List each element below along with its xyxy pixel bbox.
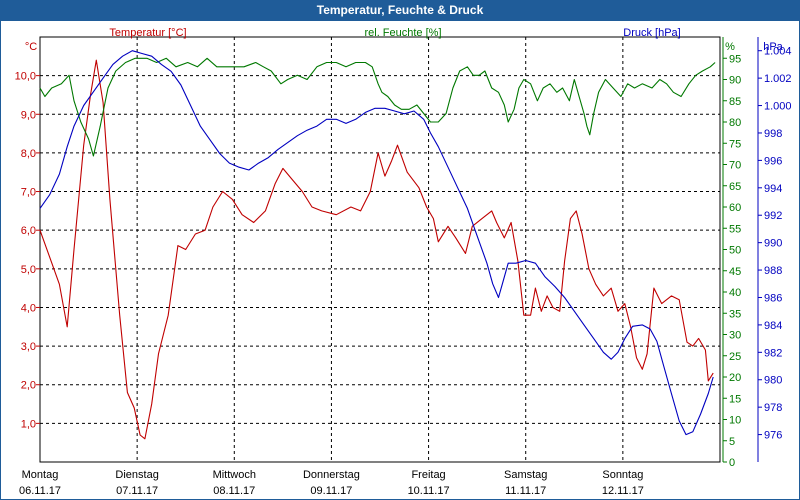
x-tick-date: 11.11.17 [505, 485, 546, 497]
tick-label-humidity: 95 [729, 53, 741, 65]
tick-label-humidity: 90 [729, 75, 741, 87]
tick-label-humidity: 45 [729, 266, 741, 278]
tick-label-temperature: 4,0 [21, 302, 36, 314]
x-tick-weekday: Montag [22, 469, 59, 481]
unit-pressure: hPa [763, 41, 783, 53]
tick-label-humidity: 30 [729, 330, 741, 342]
tick-label-pressure: 976 [764, 430, 782, 442]
x-tick-date: 06.11.17 [19, 485, 61, 497]
tick-label-humidity: 55 [729, 223, 741, 235]
tick-label-temperature: 8,0 [21, 148, 36, 160]
x-tick-date: 08.11.17 [213, 485, 255, 497]
tick-label-temperature: 7,0 [21, 187, 36, 199]
tick-label-humidity: 25 [729, 351, 741, 363]
tick-label-pressure: 988 [764, 265, 782, 277]
x-tick-weekday: Dienstag [115, 469, 158, 481]
tick-label-pressure: 1.000 [764, 101, 792, 113]
tick-label-humidity: 0 [729, 457, 735, 469]
x-tick-date: 10.11.17 [408, 485, 450, 497]
tick-label-temperature: 10,0 [15, 71, 36, 83]
tick-label-pressure: 1.002 [764, 73, 792, 85]
tick-label-pressure: 990 [764, 238, 782, 250]
tick-label-humidity: 75 [729, 138, 741, 150]
label-pressure: Druck [hPa] [623, 27, 680, 39]
x-axis: Montag 06.11.17 Dienstag 07.11.17 Mittwoch 08… [19, 469, 644, 497]
tick-label-pressure: 996 [764, 155, 782, 167]
tick-label-humidity: 20 [729, 372, 741, 384]
tick-label-humidity: 15 [729, 393, 741, 405]
tick-label-humidity: 50 [729, 245, 741, 257]
series-line-humidity [39, 57, 716, 157]
tick-label-temperature: 5,0 [21, 264, 36, 276]
tick-label-humidity: 40 [729, 287, 741, 299]
tick-label-temperature: 6,0 [21, 225, 36, 237]
temperature-axis: 1,0 2,0 3,0 4,0 5,0 6,0 7,0 8,0 9,0 10,0 [15, 71, 40, 430]
x-tick-weekday: Donnerstag [303, 469, 360, 481]
series-lines [39, 50, 716, 440]
tick-label-humidity: 5 [729, 436, 735, 448]
label-temperature: Temperatur [°C] [109, 27, 186, 39]
tick-label-pressure: 1.004 [764, 46, 792, 58]
tick-label-temperature: 3,0 [21, 341, 36, 353]
tick-label-humidity: 80 [729, 117, 741, 129]
tick-label-pressure: 980 [764, 375, 782, 387]
tick-label-temperature: 1,0 [21, 418, 36, 430]
series-line-pressure [39, 50, 714, 436]
series-line-temperature [39, 59, 714, 440]
tick-label-humidity: 10 [729, 415, 741, 427]
x-tick-weekday: Sonntag [602, 469, 643, 481]
x-tick-date: 07.11.17 [116, 485, 158, 497]
tick-label-humidity: 65 [729, 181, 741, 193]
unit-temperature: °C [25, 41, 37, 53]
tick-label-humidity: 60 [729, 202, 741, 214]
humidity-axis: 0 5 10 15 20 25 30 35 40 45 50 55 60 65 70 75 80 85 90 95 [722, 37, 741, 469]
plot-border [39, 36, 721, 463]
tick-label-pressure: 992 [764, 210, 782, 222]
tick-label-pressure: 978 [764, 402, 782, 414]
pressure-axis: 976 978 980 982 984 986 988 990 992 994 996 998 1.00… [757, 37, 792, 462]
x-tick-date: 09.11.17 [310, 485, 352, 497]
x-tick-weekday: Samstag [504, 469, 547, 481]
tick-label-pressure: 986 [764, 292, 782, 304]
tick-label-pressure: 998 [764, 128, 782, 140]
x-tick-weekday: Mittwoch [213, 469, 256, 481]
tick-label-temperature: 2,0 [21, 380, 36, 392]
x-tick-date: 12.11.17 [602, 485, 644, 497]
tick-label-pressure: 982 [764, 347, 782, 359]
chart-title: Temperatur, Feuchte & Druck [0, 0, 800, 20]
tick-label-pressure: 994 [764, 183, 782, 195]
chart-area: 1,0 2,0 3,0 4,0 5,0 6,0 7,0 8,0 9,0 10,0 0 5 10 15 20… [15, 27, 792, 497]
tick-label-humidity: 85 [729, 96, 741, 108]
tick-label-humidity: 70 [729, 160, 741, 172]
tick-label-pressure: 984 [764, 320, 782, 332]
tick-label-temperature: 9,0 [21, 109, 36, 121]
x-tick-weekday: Freitag [411, 469, 445, 481]
grid-lines [40, 37, 720, 462]
label-humidity: rel. Feuchte [%] [364, 27, 441, 39]
tick-label-humidity: 35 [729, 308, 741, 320]
unit-humidity: % [725, 41, 735, 53]
